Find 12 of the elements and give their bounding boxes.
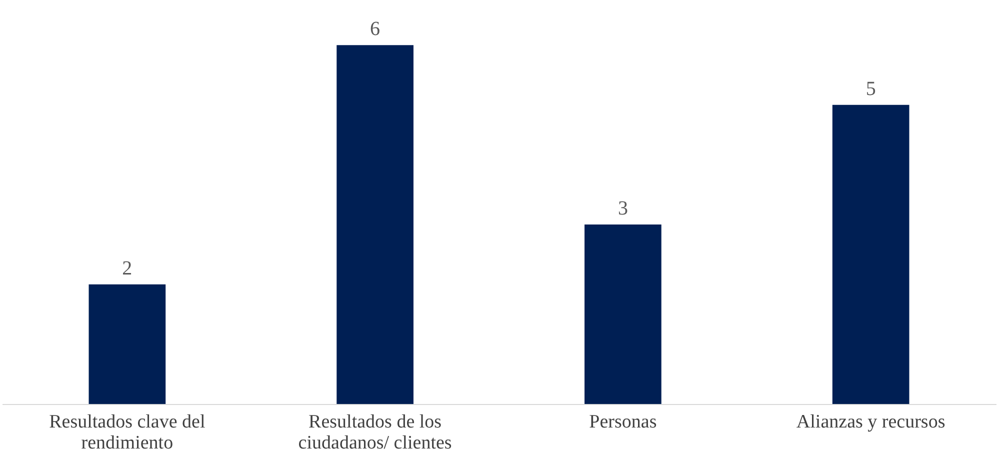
x-tick-label: Alianzas y recursos	[796, 412, 946, 432]
x-tick-label: Personas	[589, 412, 657, 432]
x-tick-label: Resultados clave del rendimiento	[49, 412, 206, 454]
x-tick-label: Resultados de los ciudadanos/ clientes	[298, 412, 452, 454]
bar	[832, 104, 910, 404]
bar	[88, 284, 166, 404]
data-label: 3	[618, 198, 628, 220]
bar	[336, 45, 414, 404]
data-label: 6	[370, 18, 380, 40]
bar	[584, 224, 662, 404]
data-label: 5	[866, 78, 876, 100]
data-label: 2	[122, 257, 132, 280]
